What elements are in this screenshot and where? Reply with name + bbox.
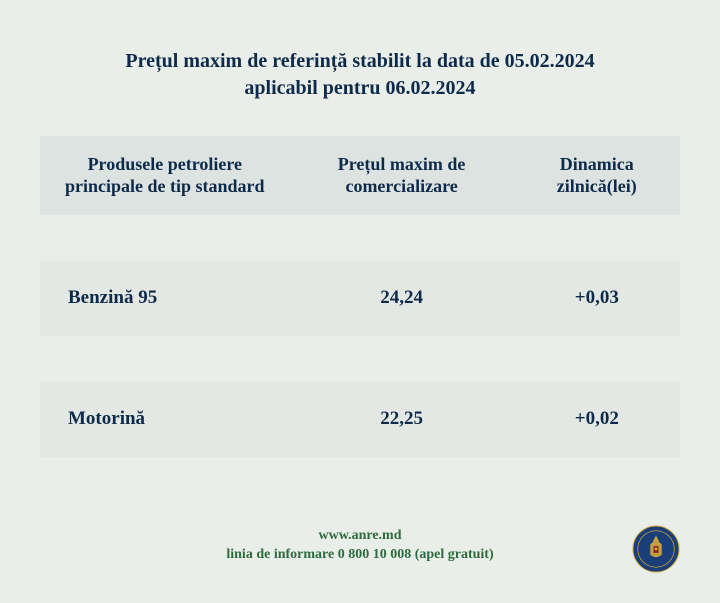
header-price: Prețul maxim de comercializare bbox=[290, 154, 514, 197]
official-seal-icon bbox=[632, 525, 680, 573]
page-container: Prețul maxim de referință stabilit la da… bbox=[0, 0, 720, 603]
title-line-1: Prețul maxim de referință stabilit la da… bbox=[125, 50, 594, 72]
footer-website: www.anre.md bbox=[0, 527, 720, 546]
cell-price: 22,25 bbox=[290, 408, 514, 431]
table-row: Motorină 22,25 +0,02 bbox=[40, 382, 680, 457]
footer-infoline: linia de informare 0 800 10 008 (apel gr… bbox=[0, 546, 720, 565]
header-dynamic: Dinamica zilnică(lei) bbox=[514, 154, 680, 197]
table-row: Benzină 95 24,24 +0,03 bbox=[40, 261, 680, 336]
cell-price: 24,24 bbox=[290, 287, 514, 310]
price-table: Produsele petroliere principale de tip s… bbox=[40, 136, 680, 457]
footer: www.anre.md linia de informare 0 800 10 … bbox=[0, 527, 720, 565]
cell-product: Benzină 95 bbox=[40, 287, 290, 310]
cell-dynamic: +0,02 bbox=[514, 408, 680, 431]
cell-dynamic: +0,03 bbox=[514, 287, 680, 310]
header-product: Produsele petroliere principale de tip s… bbox=[40, 154, 290, 197]
cell-product: Motorină bbox=[40, 408, 290, 431]
table-header-row: Produsele petroliere principale de tip s… bbox=[40, 136, 680, 215]
page-title: Prețul maxim de referință stabilit la da… bbox=[40, 48, 680, 102]
title-line-2: aplicabil pentru 06.02.2024 bbox=[244, 77, 475, 99]
